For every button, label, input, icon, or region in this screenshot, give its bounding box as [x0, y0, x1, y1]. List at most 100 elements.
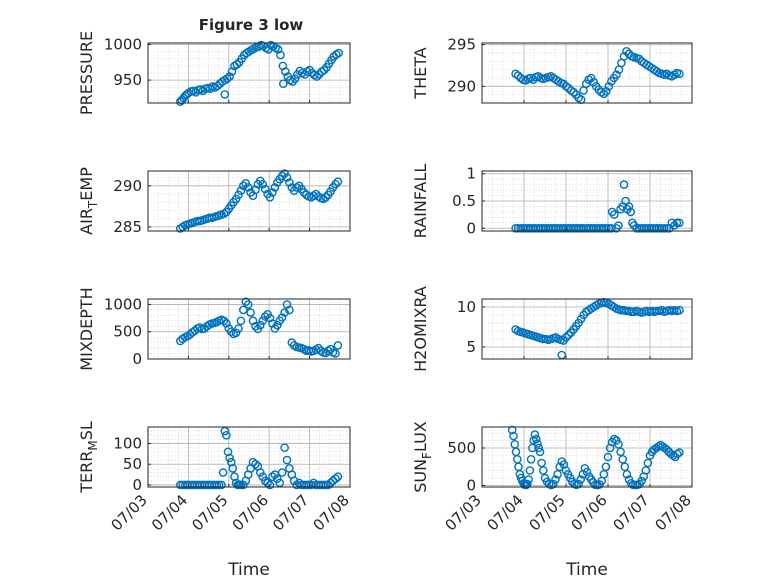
data-point — [248, 457, 258, 467]
data-point — [559, 79, 568, 89]
y-tick-label: 290 — [113, 177, 142, 195]
axes-box — [481, 426, 693, 488]
data-point — [331, 349, 340, 358]
data-point — [276, 50, 285, 60]
axes-box — [147, 298, 351, 360]
data-point — [265, 192, 275, 202]
data-point — [222, 319, 231, 328]
data-point — [260, 312, 270, 321]
data-point — [582, 467, 592, 477]
x-tick-label: 07/08 — [310, 491, 353, 534]
data-point — [299, 188, 309, 197]
data-point — [268, 472, 277, 482]
y-tick-label: 0.5 — [452, 192, 476, 210]
y-axis-label: SUNFLUX — [411, 421, 434, 493]
data-point — [205, 84, 215, 93]
x-tick-label: 07/04 — [148, 491, 191, 534]
data-point — [231, 328, 241, 338]
data-point — [260, 184, 270, 194]
data-point — [282, 455, 292, 465]
data-point — [569, 87, 578, 97]
data-point — [258, 179, 268, 189]
data-series — [175, 169, 343, 233]
data-point — [333, 472, 343, 482]
data-point — [243, 183, 253, 192]
y-tick-label: 50 — [123, 455, 142, 473]
subplot-theta: 290 295 THETA — [411, 36, 693, 104]
data-point — [602, 223, 611, 233]
data-point — [610, 434, 619, 444]
data-point — [236, 480, 246, 490]
data-point — [618, 454, 628, 464]
subplot-pressure: 950 1000 PRESSURE — [77, 31, 351, 115]
data-point — [272, 474, 282, 484]
data-point — [265, 313, 275, 323]
data-point — [236, 316, 246, 326]
data-point — [238, 181, 248, 191]
data-point — [270, 183, 280, 192]
data-series — [511, 47, 684, 104]
data-point — [534, 443, 544, 453]
data-point — [328, 476, 338, 486]
data-series — [511, 297, 684, 360]
data-point — [612, 70, 621, 79]
x-tick-label: 07/07 — [610, 491, 653, 534]
y-tick-label: 1000 — [104, 35, 142, 53]
y-tick-label: 100 — [113, 435, 142, 453]
data-point — [213, 81, 222, 91]
data-point — [280, 308, 289, 317]
y-axis-label: RAINFALL — [411, 164, 430, 239]
data-point — [214, 480, 224, 490]
data-point — [217, 480, 226, 490]
data-point — [535, 447, 545, 457]
x-tick-label: 07/06 — [229, 491, 272, 534]
data-point — [549, 479, 558, 489]
data-point — [234, 324, 243, 333]
data-point — [280, 443, 289, 453]
x-tick-label: 07/03 — [442, 491, 485, 534]
x-tick-label: 07/08 — [652, 491, 695, 534]
axes-box — [481, 298, 693, 360]
data-point — [561, 333, 571, 342]
y-axis-label: AIRTEMP — [77, 167, 100, 235]
y-tick-label: 0 — [466, 219, 476, 237]
y-tick-label: 500 — [113, 323, 142, 341]
data-point — [675, 69, 684, 79]
data-point — [222, 74, 232, 83]
data-point — [526, 454, 536, 464]
data-point — [220, 90, 230, 99]
data-point — [675, 305, 684, 315]
data-point — [290, 74, 300, 83]
subplot-mixdepth: 0 500 1000 MIXDEPTH — [77, 287, 351, 371]
subplot-air: 285 290 AIRTEMP — [77, 167, 351, 236]
data-point — [277, 171, 287, 181]
x-tick-label: 07/07 — [269, 491, 312, 534]
data-point — [551, 475, 560, 484]
y-axis-label: PRESSURE — [77, 31, 96, 115]
y-tick-label: 950 — [113, 71, 142, 89]
data-point — [675, 448, 684, 457]
data-point — [236, 186, 246, 195]
data-point — [564, 83, 573, 93]
y-tick-label: 1 — [466, 165, 476, 183]
data-point — [509, 431, 518, 441]
data-series — [507, 425, 684, 490]
x-tick-label: 07/04 — [484, 491, 527, 534]
data-point — [660, 223, 669, 233]
data-point — [331, 474, 340, 484]
subplot-h2omixra: 5 10 H2OMIXRA — [411, 286, 693, 372]
y-tick-label: 0 — [132, 476, 142, 494]
data-point — [314, 343, 323, 353]
y-axis-label: MIXDEPTH — [77, 287, 96, 370]
data-point — [586, 73, 596, 83]
x-tick-label: 07/06 — [568, 491, 611, 534]
data-point — [604, 82, 614, 91]
x-tick-label: 07/03 — [108, 491, 151, 534]
data-point — [321, 192, 331, 202]
data-point — [222, 430, 231, 440]
x-tick-label: 07/05 — [188, 491, 231, 534]
data-point — [574, 479, 583, 489]
data-point — [524, 475, 533, 484]
